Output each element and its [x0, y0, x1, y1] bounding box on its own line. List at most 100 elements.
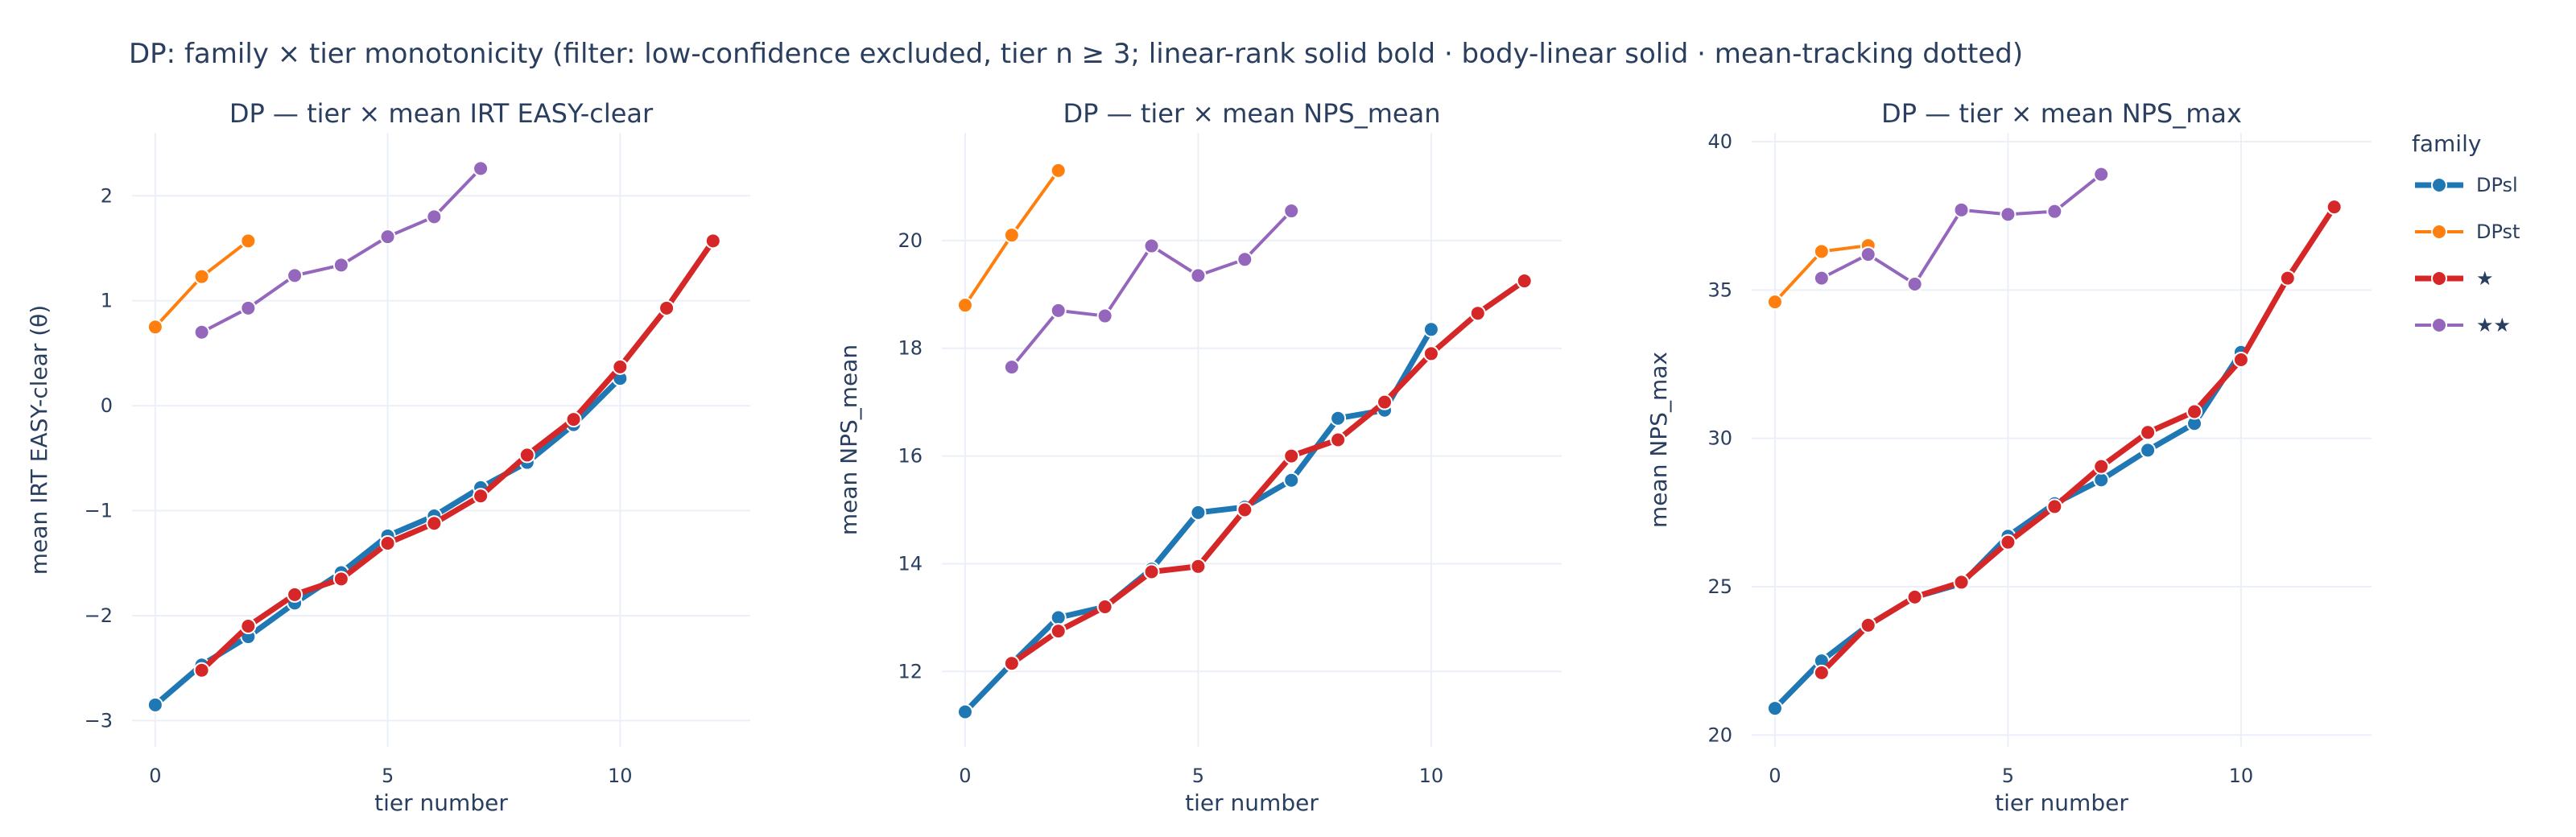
x-tick-label: 5: [1192, 765, 1204, 787]
data-point: [2093, 166, 2110, 183]
data-point: [1813, 664, 1830, 681]
legend-label: ★★: [2476, 314, 2511, 336]
data-point: [1096, 307, 1113, 324]
panel-title: DP — tier × mean NPS_mean: [1063, 98, 1441, 129]
legend-item[interactable]: ★★: [2415, 314, 2511, 336]
panel-title: DP — tier × mean IRT EASY-clear: [229, 98, 654, 129]
data-point: [1860, 616, 1876, 633]
data-point: [1422, 345, 1439, 362]
data-point: [287, 267, 303, 284]
data-point: [1096, 598, 1113, 615]
chart-panel-1: DP — tier × mean IRT EASY-clear −3 −2 −1 0 1 2…: [26, 98, 750, 816]
chart-panels: DP — tier × mean IRT EASY-clear−3−2−1012…: [26, 98, 2372, 816]
data-point: [1813, 243, 1830, 260]
x-tick-label: 0: [1769, 765, 1781, 787]
x-tick-label: 5: [382, 765, 394, 787]
series-line-★: [1818, 204, 2338, 676]
data-point: [473, 160, 489, 177]
y-tick-label: 18: [898, 337, 923, 360]
y-tick-label: 30: [1707, 427, 1732, 450]
legend-title: family: [2412, 130, 2481, 157]
x-tick-label: 10: [2229, 765, 2254, 787]
legend-item[interactable]: DPsl: [2415, 174, 2518, 196]
x-tick-label: 0: [149, 765, 161, 787]
legend-marker: [2431, 317, 2447, 333]
x-axis-label: tier number: [1995, 790, 2128, 816]
y-tick-label: −2: [85, 604, 113, 627]
data-point: [1766, 294, 1783, 311]
y-tick-label: 25: [1707, 575, 1732, 598]
data-point: [2093, 458, 2110, 475]
data-point: [2326, 199, 2343, 216]
data-point: [332, 571, 349, 588]
legend-item[interactable]: ★: [2415, 267, 2494, 290]
y-tick-label: 1: [101, 290, 113, 312]
legend-marker: [2431, 270, 2447, 287]
data-point: [1236, 251, 1253, 268]
data-point: [1003, 655, 1020, 672]
data-point: [1283, 447, 1300, 464]
y-axis-label: mean NPS_max: [1645, 352, 1672, 528]
y-tick-label: 14: [898, 552, 923, 575]
data-point: [1953, 201, 1970, 218]
data-point: [2279, 270, 2296, 287]
data-point: [379, 229, 396, 245]
data-point: [147, 696, 163, 713]
chart-panel-2: DP — tier × mean NPS_mean 12 14 16 18 20 0 5 10 t…: [836, 98, 1562, 816]
data-point: [704, 233, 721, 249]
legend-marker: [2431, 224, 2447, 240]
data-point: [1377, 394, 1393, 410]
data-point: [1143, 237, 1160, 254]
x-tick-label: 10: [1419, 765, 1444, 787]
data-point: [1050, 162, 1067, 179]
series-line-★: [1009, 278, 1528, 666]
x-tick-label: 10: [608, 765, 633, 787]
legend-label: DPsl: [2476, 174, 2518, 196]
data-point: [287, 586, 303, 603]
data-point: [240, 299, 257, 316]
data-point: [956, 297, 973, 314]
y-tick-label: 12: [898, 660, 923, 682]
data-point: [1469, 305, 1486, 322]
y-axis-label: mean IRT EASY-clear (θ): [26, 305, 52, 575]
series-line-★★: [1009, 209, 1294, 369]
y-tick-label: 35: [1707, 278, 1732, 301]
data-point: [1190, 504, 1207, 521]
data-point: [2046, 498, 2063, 515]
y-tick-label: 0: [101, 394, 113, 417]
data-point: [2140, 424, 2157, 441]
legend-label: ★: [2476, 267, 2494, 290]
y-tick-label: 40: [1707, 130, 1732, 153]
data-point: [1422, 321, 1439, 338]
data-point: [1190, 267, 1207, 284]
data-point: [1003, 359, 1020, 376]
data-point: [518, 447, 535, 464]
data-point: [1953, 574, 1970, 591]
data-point: [2046, 203, 2063, 220]
y-axis-label: mean NPS_mean: [836, 344, 862, 535]
figure-title: DP: family × tier monotonicity (filter: …: [129, 38, 2023, 70]
data-point: [1283, 472, 1300, 489]
data-point: [1050, 302, 1067, 319]
data-point: [1190, 558, 1207, 575]
data-point: [1003, 227, 1020, 244]
data-point: [1330, 431, 1347, 448]
data-point: [193, 324, 210, 340]
chart-panel-3: DP — tier × mean NPS_max 20 25 30 35 40 0 5 10 ti…: [1645, 98, 2372, 816]
data-point: [956, 703, 973, 720]
y-tick-label: 2: [101, 184, 113, 207]
y-tick-label: −1: [85, 500, 113, 522]
panel-title: DP — tier × mean NPS_max: [1881, 98, 2242, 129]
data-point: [1143, 563, 1160, 580]
data-point: [658, 299, 675, 316]
data-point: [426, 208, 443, 225]
legend-item[interactable]: DPst: [2415, 221, 2520, 243]
data-point: [2140, 442, 2157, 459]
data-point: [2093, 472, 2110, 489]
data-point: [2186, 403, 2202, 420]
data-point: [147, 319, 163, 336]
x-tick-label: 5: [2002, 765, 2014, 787]
data-point: [332, 257, 349, 274]
